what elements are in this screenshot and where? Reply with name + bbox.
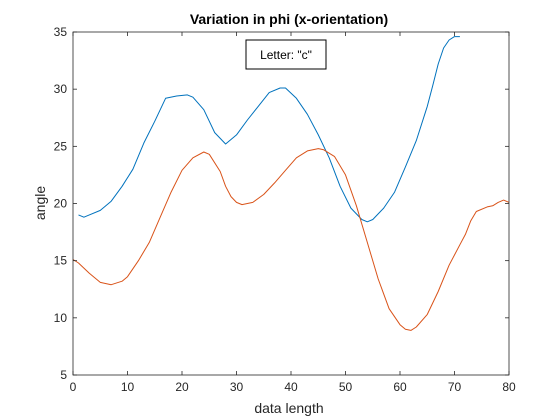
x-axis-ticks: 0 10 20 30 40 50 60 70 80 (70, 32, 516, 394)
x-tick-label: 40 (284, 380, 298, 394)
series-line-1 (78, 36, 460, 223)
x-tick-label: 0 (70, 380, 77, 394)
y-tick-label: 25 (54, 139, 68, 153)
x-tick-label: 60 (393, 380, 407, 394)
series-line-2 (72, 148, 510, 331)
x-tick-label: 20 (175, 380, 189, 394)
y-tick-label: 15 (54, 254, 68, 268)
x-tick-label: 10 (121, 380, 135, 394)
x-axis-label: data length (254, 400, 323, 416)
x-tick-label: 50 (339, 380, 353, 394)
y-tick-label: 30 (54, 82, 68, 96)
y-tick-label: 20 (54, 197, 68, 211)
x-tick-label: 80 (502, 380, 516, 394)
annotation-box: Letter: "c" (245, 39, 327, 70)
y-axis-label: angle (32, 186, 48, 220)
y-axis-ticks: 5 10 15 20 25 30 35 (54, 25, 509, 382)
series-layer (72, 36, 510, 331)
chart-title: Variation in phi (x-orientation) (190, 11, 388, 27)
y-tick-label: 35 (54, 25, 68, 39)
annotation-text: Letter: "c" (260, 48, 312, 62)
y-tick-label: 10 (54, 311, 68, 325)
x-tick-label: 30 (230, 380, 244, 394)
y-tick-label: 5 (60, 368, 67, 382)
plot-area (73, 32, 509, 375)
x-tick-label: 70 (448, 380, 462, 394)
annotation-frame (245, 39, 327, 70)
